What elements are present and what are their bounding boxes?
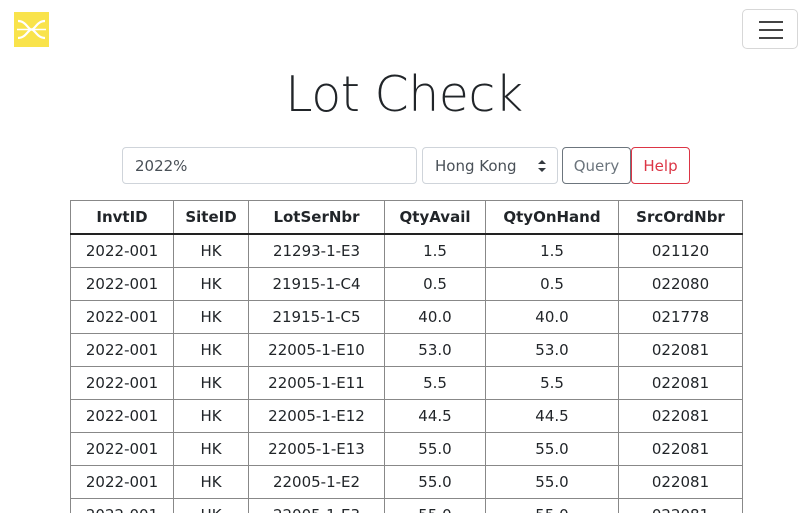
- cell-srcordnbr: 022081: [618, 366, 743, 400]
- cell-srcordnbr: 022081: [618, 399, 743, 433]
- cell-srcordnbr: 022081: [618, 465, 743, 499]
- brand-logo-icon[interactable]: [14, 12, 49, 47]
- cell-qtyonhand: 5.5: [485, 366, 619, 400]
- cell-lotsernbr: 21915-1-C4: [248, 267, 385, 301]
- table-row[interactable]: 2022-001 HK 22005-1-E2 55.0 55.0 022081: [70, 465, 743, 499]
- table-row[interactable]: 2022-001 HK 21915-1-C5 40.0 40.0 021778: [70, 300, 743, 334]
- cell-qtyavail: 55.0: [384, 465, 486, 499]
- table-row[interactable]: 2022-001 HK 21915-1-C4 0.5 0.5 022080: [70, 267, 743, 301]
- column-header-srcordnbr[interactable]: SrcOrdNbr: [618, 200, 743, 235]
- cell-siteid: HK: [173, 432, 249, 466]
- help-button[interactable]: Help: [631, 147, 690, 184]
- hamburger-menu-icon: [759, 21, 783, 23]
- cell-qtyavail: 53.0: [384, 333, 486, 367]
- cell-invtid: 2022-001: [70, 333, 174, 367]
- cell-siteid: HK: [173, 366, 249, 400]
- cell-qtyonhand: 53.0: [485, 333, 619, 367]
- cell-invtid: 2022-001: [70, 498, 174, 513]
- table-row[interactable]: 2022-001 HK 22005-1-E11 5.5 5.5 022081: [70, 366, 743, 400]
- cell-qtyonhand: 0.5: [485, 267, 619, 301]
- cell-siteid: HK: [173, 233, 249, 268]
- cell-lotsernbr: 21293-1-E3: [248, 233, 385, 268]
- cell-qtyonhand: 55.0: [485, 432, 619, 466]
- cell-qtyonhand: 44.5: [485, 399, 619, 433]
- column-header-siteid[interactable]: SiteID: [173, 200, 249, 235]
- table-row[interactable]: 2022-001 HK 21293-1-E3 1.5 1.5 021120: [70, 233, 743, 268]
- lot-table: InvtID SiteID LotSerNbr QtyAvail QtyOnHa…: [70, 200, 743, 513]
- cell-lotsernbr: 22005-1-E13: [248, 432, 385, 466]
- table-row[interactable]: 2022-001 HK 22005-1-E13 55.0 55.0 022081: [70, 432, 743, 466]
- cell-srcordnbr: 022081: [618, 498, 743, 513]
- cell-qtyavail: 0.5: [384, 267, 486, 301]
- cell-siteid: HK: [173, 498, 249, 513]
- cell-invtid: 2022-001: [70, 267, 174, 301]
- search-input[interactable]: [122, 147, 417, 184]
- cell-invtid: 2022-001: [70, 366, 174, 400]
- cell-lotsernbr: 22005-1-E11: [248, 366, 385, 400]
- cell-srcordnbr: 021120: [618, 233, 743, 268]
- cell-invtid: 2022-001: [70, 233, 174, 268]
- cell-srcordnbr: 022080: [618, 267, 743, 301]
- site-select-value: Hong Kong: [435, 156, 517, 175]
- cell-qtyavail: 55.0: [384, 432, 486, 466]
- cell-qtyonhand: 1.5: [485, 233, 619, 268]
- cell-lotsernbr: 22005-1-E10: [248, 333, 385, 367]
- cell-lotsernbr: 22005-1-E2: [248, 465, 385, 499]
- cell-siteid: HK: [173, 267, 249, 301]
- cell-invtid: 2022-001: [70, 300, 174, 334]
- table-row[interactable]: 2022-001 HK 22005-1-E10 53.0 53.0 022081: [70, 333, 743, 367]
- column-header-qtyavail[interactable]: QtyAvail: [384, 200, 486, 235]
- cell-lotsernbr: 22005-1-E12: [248, 399, 385, 433]
- page-title: Lot Check: [285, 66, 523, 123]
- cell-qtyavail: 1.5: [384, 233, 486, 268]
- cell-invtid: 2022-001: [70, 432, 174, 466]
- column-header-lotsernbr[interactable]: LotSerNbr: [248, 200, 385, 235]
- site-select[interactable]: Hong Kong: [422, 147, 558, 184]
- cell-lotsernbr: 22005-1-E3: [248, 498, 385, 513]
- query-button[interactable]: Query: [562, 147, 631, 184]
- hamburger-menu-icon-bar: [759, 37, 783, 39]
- select-caret-icon: [538, 160, 546, 172]
- column-header-invtid[interactable]: InvtID: [70, 200, 174, 235]
- cell-qtyonhand: 55.0: [485, 498, 619, 513]
- cell-lotsernbr: 21915-1-C5: [248, 300, 385, 334]
- cell-qtyonhand: 40.0: [485, 300, 619, 334]
- cell-siteid: HK: [173, 465, 249, 499]
- hamburger-menu-button[interactable]: [742, 9, 798, 49]
- cell-srcordnbr: 022081: [618, 333, 743, 367]
- table-row[interactable]: 2022-001 HK 22005-1-E12 44.5 44.5 022081: [70, 399, 743, 433]
- table-header-row: InvtID SiteID LotSerNbr QtyAvail QtyOnHa…: [70, 200, 743, 235]
- cell-invtid: 2022-001: [70, 465, 174, 499]
- cell-qtyavail: 55.0: [384, 498, 486, 513]
- cell-srcordnbr: 021778: [618, 300, 743, 334]
- cell-invtid: 2022-001: [70, 399, 174, 433]
- cell-siteid: HK: [173, 300, 249, 334]
- cell-siteid: HK: [173, 333, 249, 367]
- cell-srcordnbr: 022081: [618, 432, 743, 466]
- cell-qtyavail: 5.5: [384, 366, 486, 400]
- cell-qtyavail: 44.5: [384, 399, 486, 433]
- cell-siteid: HK: [173, 399, 249, 433]
- table-row[interactable]: 2022-001 HK 22005-1-E3 55.0 55.0 022081: [70, 498, 743, 513]
- cell-qtyavail: 40.0: [384, 300, 486, 334]
- cell-qtyonhand: 55.0: [485, 465, 619, 499]
- hamburger-menu-icon-bar: [759, 29, 783, 31]
- column-header-qtyonhand[interactable]: QtyOnHand: [485, 200, 619, 235]
